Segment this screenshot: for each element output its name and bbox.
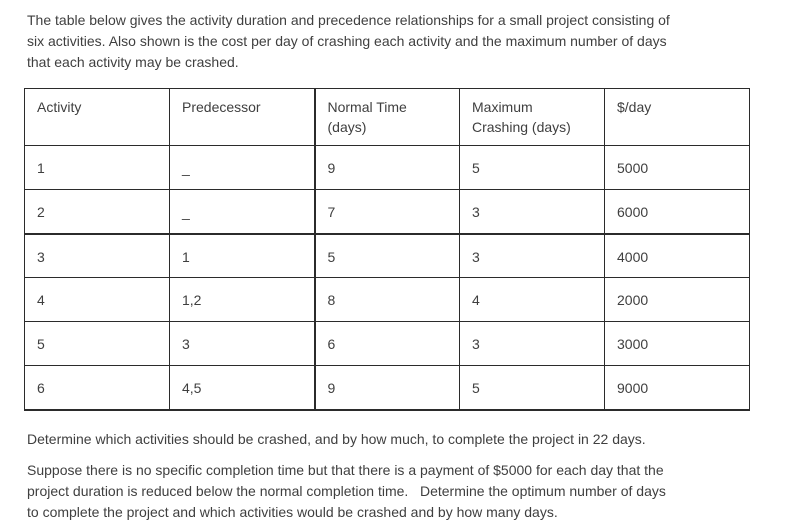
predecessor-cell: 4,5: [169, 365, 315, 411]
normal-time-cell: 8: [313, 277, 460, 322]
question-optimum-days: Suppose there is no specific completion …: [27, 461, 666, 520]
cost-cell: 3000: [604, 321, 750, 366]
predecessor-cell: _: [169, 145, 315, 190]
table-row: 4 1,2 8 4 2000: [24, 277, 750, 322]
predecessor-cell: 1: [169, 232, 315, 278]
activity-cell: 3: [24, 232, 170, 278]
table-row: 1 _ 9 5 5000: [24, 145, 750, 190]
max-crashing-cell: 5: [459, 145, 605, 190]
cost-cell: 9000: [604, 365, 750, 411]
table-row: 2 _ 7 3 6000: [24, 189, 750, 234]
table-header: Activity Predecessor Normal Time (days) …: [24, 88, 750, 146]
predecessor-cell: 1,2: [169, 277, 315, 322]
normal-time-cell: 6: [313, 321, 460, 366]
column-header-cost-per-day: $/day: [604, 88, 750, 146]
cost-cell: 5000: [604, 145, 750, 190]
activities-table: Activity Predecessor Normal Time (days) …: [24, 88, 750, 411]
column-header-predecessor: Predecessor: [169, 88, 315, 146]
header-row: Activity Predecessor Normal Time (days) …: [24, 88, 750, 146]
cost-cell: 4000: [604, 232, 750, 278]
max-crashing-cell: 3: [459, 232, 605, 278]
column-header-normal-time: Normal Time (days): [313, 88, 460, 146]
table-row: 5 3 6 3 3000: [24, 321, 750, 366]
table-row: 6 4,5 9 5 9000: [24, 365, 750, 411]
normal-time-cell: 9: [313, 145, 460, 190]
activity-cell: 5: [24, 321, 170, 366]
max-crashing-cell: 3: [459, 189, 605, 234]
max-crashing-cell: 5: [459, 365, 605, 411]
activity-cell: 6: [24, 365, 170, 411]
question-crash-22-days: Determine which activities should be cra…: [27, 430, 646, 447]
table-row: 3 1 5 3 4000: [24, 232, 750, 278]
intro-paragraph: The table below gives the activity durat…: [27, 12, 670, 70]
normal-time-cell: 5: [313, 232, 460, 278]
column-header-activity: Activity: [24, 88, 170, 146]
activity-cell: 4: [24, 277, 170, 322]
normal-time-cell: 7: [313, 189, 460, 234]
activity-cell: 1: [24, 145, 170, 190]
activity-cell: 2: [24, 189, 170, 234]
normal-time-cell: 9: [313, 365, 460, 411]
max-crashing-cell: 3: [459, 321, 605, 366]
cost-cell: 6000: [604, 189, 750, 234]
cost-cell: 2000: [604, 277, 750, 322]
predecessor-cell: _: [169, 189, 315, 234]
column-header-max-crashing: Maximum Crashing (days): [459, 88, 605, 146]
max-crashing-cell: 4: [459, 277, 605, 322]
predecessor-cell: 3: [169, 321, 315, 366]
table-body: 1 _ 9 5 5000 2 _ 7 3 6000 3 1 5 3 4000 4…: [24, 145, 750, 411]
